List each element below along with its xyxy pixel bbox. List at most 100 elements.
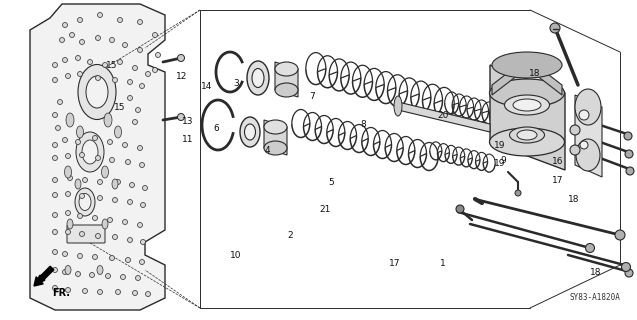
Ellipse shape — [86, 76, 108, 108]
Text: 15: 15 — [114, 103, 125, 112]
Circle shape — [92, 215, 97, 220]
Circle shape — [626, 167, 634, 175]
Circle shape — [55, 125, 61, 131]
Circle shape — [136, 276, 141, 281]
Text: 2: 2 — [287, 231, 292, 240]
Circle shape — [52, 212, 57, 218]
Circle shape — [97, 180, 103, 185]
Circle shape — [83, 289, 87, 293]
Text: FR.: FR. — [52, 288, 70, 298]
Ellipse shape — [64, 166, 71, 178]
Polygon shape — [264, 120, 287, 155]
Circle shape — [515, 190, 521, 196]
Ellipse shape — [575, 89, 601, 125]
Text: 18: 18 — [590, 268, 601, 277]
Text: 9: 9 — [500, 156, 506, 164]
Circle shape — [97, 196, 103, 201]
Circle shape — [92, 135, 97, 140]
Circle shape — [62, 58, 68, 62]
Circle shape — [127, 199, 132, 204]
Circle shape — [129, 182, 134, 188]
Text: 17: 17 — [389, 259, 401, 268]
Circle shape — [52, 156, 57, 161]
Text: 17: 17 — [552, 176, 563, 185]
Circle shape — [62, 269, 68, 275]
Circle shape — [52, 178, 57, 182]
Ellipse shape — [104, 113, 112, 127]
Circle shape — [140, 163, 145, 167]
Circle shape — [622, 262, 631, 271]
Circle shape — [108, 218, 113, 222]
Text: 11: 11 — [182, 135, 194, 144]
Circle shape — [110, 37, 115, 43]
Ellipse shape — [75, 179, 81, 189]
Text: 13: 13 — [182, 117, 194, 126]
Circle shape — [113, 197, 117, 203]
Circle shape — [122, 142, 127, 148]
Ellipse shape — [76, 132, 104, 172]
Text: SY83-A1820A: SY83-A1820A — [569, 293, 620, 302]
Ellipse shape — [67, 219, 73, 229]
Ellipse shape — [275, 83, 298, 97]
Ellipse shape — [489, 79, 564, 107]
Circle shape — [579, 110, 589, 120]
Circle shape — [96, 234, 101, 238]
Ellipse shape — [79, 194, 91, 211]
Ellipse shape — [245, 124, 255, 140]
Circle shape — [57, 100, 62, 105]
Ellipse shape — [505, 95, 550, 115]
Circle shape — [80, 39, 85, 44]
Text: 20: 20 — [437, 111, 448, 120]
Circle shape — [127, 95, 132, 100]
Circle shape — [103, 62, 108, 68]
FancyArrow shape — [34, 266, 54, 286]
Text: 16: 16 — [552, 157, 563, 166]
Ellipse shape — [112, 179, 118, 189]
Circle shape — [92, 254, 97, 260]
Ellipse shape — [264, 120, 287, 134]
Circle shape — [106, 274, 110, 278]
Text: 18: 18 — [568, 195, 579, 204]
Circle shape — [113, 235, 117, 239]
Text: 1: 1 — [440, 260, 446, 268]
Circle shape — [625, 150, 633, 158]
Circle shape — [52, 229, 57, 235]
Text: 3: 3 — [233, 79, 239, 88]
Circle shape — [456, 205, 464, 213]
Text: 7: 7 — [309, 92, 315, 100]
Ellipse shape — [247, 61, 269, 95]
Circle shape — [110, 157, 115, 163]
Circle shape — [145, 71, 150, 76]
Ellipse shape — [82, 140, 98, 164]
Circle shape — [62, 252, 68, 257]
Circle shape — [132, 66, 138, 70]
Circle shape — [127, 237, 132, 243]
Circle shape — [615, 230, 625, 240]
Circle shape — [624, 132, 632, 140]
Ellipse shape — [394, 96, 402, 116]
Circle shape — [68, 175, 73, 180]
Circle shape — [136, 108, 141, 113]
Ellipse shape — [489, 128, 564, 156]
Circle shape — [97, 290, 103, 294]
Circle shape — [78, 253, 83, 259]
Circle shape — [580, 141, 588, 149]
Circle shape — [66, 287, 71, 292]
Circle shape — [96, 36, 101, 41]
Circle shape — [90, 273, 94, 277]
Circle shape — [62, 138, 68, 142]
Polygon shape — [30, 4, 165, 310]
Circle shape — [125, 159, 131, 164]
Circle shape — [52, 142, 57, 148]
Circle shape — [115, 180, 120, 185]
Circle shape — [76, 271, 80, 276]
Circle shape — [138, 146, 143, 150]
Circle shape — [585, 244, 594, 252]
Circle shape — [110, 255, 115, 260]
Ellipse shape — [66, 113, 74, 127]
Ellipse shape — [275, 62, 298, 76]
Polygon shape — [398, 102, 490, 132]
Circle shape — [141, 239, 145, 244]
Circle shape — [138, 222, 143, 228]
Circle shape — [138, 47, 143, 52]
